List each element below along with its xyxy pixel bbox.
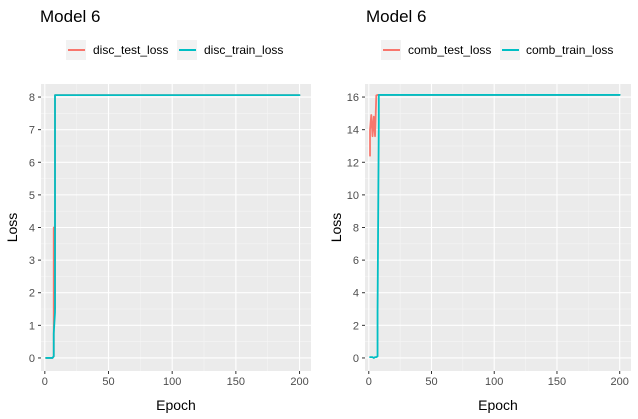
tick-label-x: 50 <box>102 376 114 388</box>
x-axis-title: Epoch <box>478 397 518 413</box>
tick-label-x: 150 <box>227 376 245 388</box>
tick-label-y: 0 <box>29 353 35 365</box>
series-line-comb_train_loss <box>369 94 621 359</box>
tick-label-x: 100 <box>163 376 181 388</box>
tick-label-x: 0 <box>366 376 372 388</box>
tick-label-y: 3 <box>29 255 35 267</box>
legend-item-comb_test_loss: comb_test_loss <box>381 40 491 60</box>
tick-label-x: 50 <box>425 376 437 388</box>
y-axis-title: Loss <box>328 213 344 243</box>
tick-label-y: 4 <box>353 288 359 300</box>
tick-label-y: 8 <box>353 223 359 235</box>
legend-item-disc_train_loss: disc_train_loss <box>177 40 283 60</box>
tick-label-x: 200 <box>290 376 308 388</box>
tick-label-x: 0 <box>42 376 48 388</box>
tick-label-y: 2 <box>353 320 359 332</box>
tick-label-y: 16 <box>347 92 359 104</box>
legend-label: disc_test_loss <box>93 43 168 57</box>
tick-label-y: 0 <box>353 353 359 365</box>
tick-label-y: 5 <box>29 190 35 202</box>
tick-label-y: 7 <box>29 125 35 137</box>
series-line-disc_train_loss <box>45 94 301 359</box>
tick-label-y: 6 <box>353 255 359 267</box>
legend-label: comb_test_loss <box>408 43 491 57</box>
chart-panel-2: Model 6 comb_test_loss comb_train_loss 0 50 1… <box>328 7 631 413</box>
tick-label-y: 8 <box>29 92 35 104</box>
tick-label-x: 100 <box>485 376 503 388</box>
tick-label-x: 200 <box>611 376 629 388</box>
tick-label-y: 14 <box>347 125 359 137</box>
legend-item-disc_test_loss: disc_test_loss <box>66 40 168 60</box>
legend-item-comb_train_loss: comb_train_loss <box>500 40 613 60</box>
chart-title: Model 6 <box>40 7 100 26</box>
y-axis-title: Loss <box>4 213 20 243</box>
tick-label-x: 150 <box>548 376 566 388</box>
chart-title: Model 6 <box>366 7 426 26</box>
tick-label-y: 4 <box>29 223 35 235</box>
tick-label-y: 6 <box>29 157 35 169</box>
tick-label-y: 1 <box>29 320 35 332</box>
legend-label: comb_train_loss <box>526 43 613 57</box>
x-axis-title: Epoch <box>156 397 196 413</box>
tick-label-y: 10 <box>347 190 359 202</box>
tick-label-y: 2 <box>29 288 35 300</box>
tick-label-y: 12 <box>347 157 359 169</box>
legend-label: disc_train_loss <box>204 43 283 57</box>
